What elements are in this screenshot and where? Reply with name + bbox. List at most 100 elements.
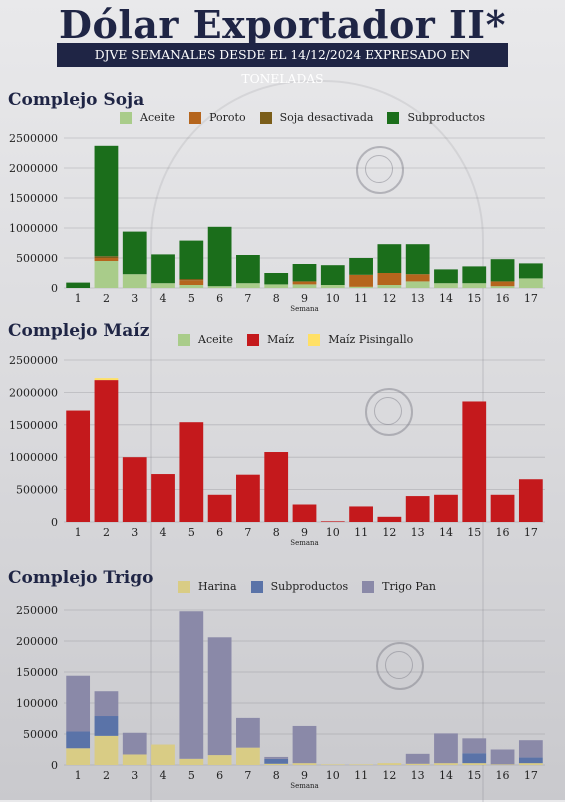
x-tick-label: 6 [216, 526, 223, 539]
page-title: Dólar Exportador II* [59, 2, 506, 47]
x-tick-label: 4 [160, 526, 167, 539]
legend-item: Harina [178, 580, 237, 593]
bar-segment [122, 754, 147, 765]
bar-segment [179, 285, 204, 288]
legend-swatch [120, 111, 132, 124]
bar-segment [490, 764, 515, 765]
x-tick-label: 16 [496, 292, 510, 305]
x-tick-label: 14 [439, 769, 453, 782]
x-tick-label: 10 [326, 526, 340, 539]
bar-segment [236, 255, 260, 284]
x-tick-label: 8 [273, 526, 280, 539]
legend-swatch [250, 580, 263, 593]
bolsa-seal-icon [356, 146, 404, 194]
bar-segment [236, 747, 260, 765]
legend-label: Harina [198, 580, 237, 593]
bar-segment [377, 273, 402, 285]
maiz-section-title: Complejo Maíz [8, 321, 150, 341]
x-tick-label: 3 [131, 769, 138, 782]
bar-segment [349, 274, 373, 287]
y-tick-label: 2000000 [9, 386, 58, 399]
x-tick-label: 4 [160, 292, 167, 305]
bar-segment [434, 763, 458, 765]
bar-segment [292, 725, 317, 764]
bar-segment [518, 757, 543, 764]
x-tick-label: 9 [301, 526, 308, 539]
bar-segment [122, 457, 147, 522]
bar-segment [94, 691, 119, 717]
bar-segment [518, 263, 543, 279]
bar-segment [434, 733, 458, 764]
bar-segment [264, 273, 289, 285]
soja-legend: Aceite Poroto Soja desactivada Subproductos [120, 111, 485, 124]
bar-segment [490, 286, 515, 288]
bar-segment [434, 269, 458, 284]
legend-label: Maíz Pisingallo [328, 333, 414, 346]
legend-item: Soja desactivada [259, 111, 373, 124]
x-tick-label: 15 [467, 769, 481, 782]
bar-segment [377, 244, 402, 273]
x-tick-label: 11 [354, 526, 368, 539]
x-tick-label: 9 [301, 292, 308, 305]
y-tick-label: 1500000 [9, 192, 58, 205]
legend-swatch [178, 333, 190, 346]
bar-segment [349, 286, 373, 288]
y-tick-label: 50000 [23, 728, 58, 741]
legend-item: Subproductos [250, 580, 349, 593]
y-tick-label: 500000 [16, 252, 58, 265]
x-tick-label: 15 [467, 292, 481, 305]
x-tick-label: 14 [439, 526, 453, 539]
bar-segment [405, 244, 430, 275]
x-tick-label: 1 [75, 526, 82, 539]
bar-segment [405, 763, 430, 765]
bar-segment [66, 410, 91, 522]
x-tick-label: 14 [439, 292, 453, 305]
bar-segment [207, 494, 232, 522]
bar-segment [462, 753, 487, 764]
bar-segment [66, 748, 91, 765]
legend-swatch [387, 111, 400, 124]
bar-segment [292, 763, 317, 765]
x-tick-label: 11 [354, 292, 368, 305]
bar-segment [518, 479, 543, 522]
maiz-legend: Aceite Maíz Maíz Pisingallo [178, 333, 413, 346]
x-tick-label: 3 [131, 292, 138, 305]
x-tick-label: 5 [188, 769, 195, 782]
bar-segment [462, 763, 487, 765]
bar-segment [122, 732, 147, 755]
x-tick-label: 9 [301, 769, 308, 782]
bar-segment [122, 231, 147, 275]
bar-segment [151, 474, 175, 522]
bar-segment [179, 758, 204, 765]
bar-segment [518, 278, 543, 288]
y-tick-label: 1500000 [9, 419, 58, 432]
y-tick-label: 250000 [16, 604, 58, 617]
bolsa-seal-icon [376, 642, 424, 690]
bar-segment [151, 283, 175, 288]
bar-segment [434, 283, 458, 288]
x-tick-label: 16 [496, 769, 510, 782]
x-tick-label: 10 [326, 292, 340, 305]
legend-label: Subproductos [270, 580, 349, 593]
bar-segment [405, 281, 430, 288]
y-tick-label: 200000 [16, 635, 58, 648]
bar-segment [377, 763, 402, 765]
x-tick-label: 8 [273, 769, 280, 782]
legend-item: Subproductos [387, 111, 485, 124]
bar-segment [490, 259, 515, 282]
x-tick-label: 13 [411, 292, 425, 305]
y-tick-label: 100000 [16, 697, 58, 710]
x-tick-label: 15 [467, 526, 481, 539]
legend-label: Poroto [209, 111, 246, 124]
bar-segment [94, 258, 119, 261]
bar-segment [94, 145, 119, 257]
bar-segment [292, 264, 317, 282]
bar-segment [490, 749, 515, 765]
bar-segment [434, 494, 458, 522]
x-tick-label: 2 [103, 769, 110, 782]
bar-segment [320, 764, 345, 765]
x-tick-label: 2 [103, 526, 110, 539]
x-tick-label: 12 [382, 526, 396, 539]
